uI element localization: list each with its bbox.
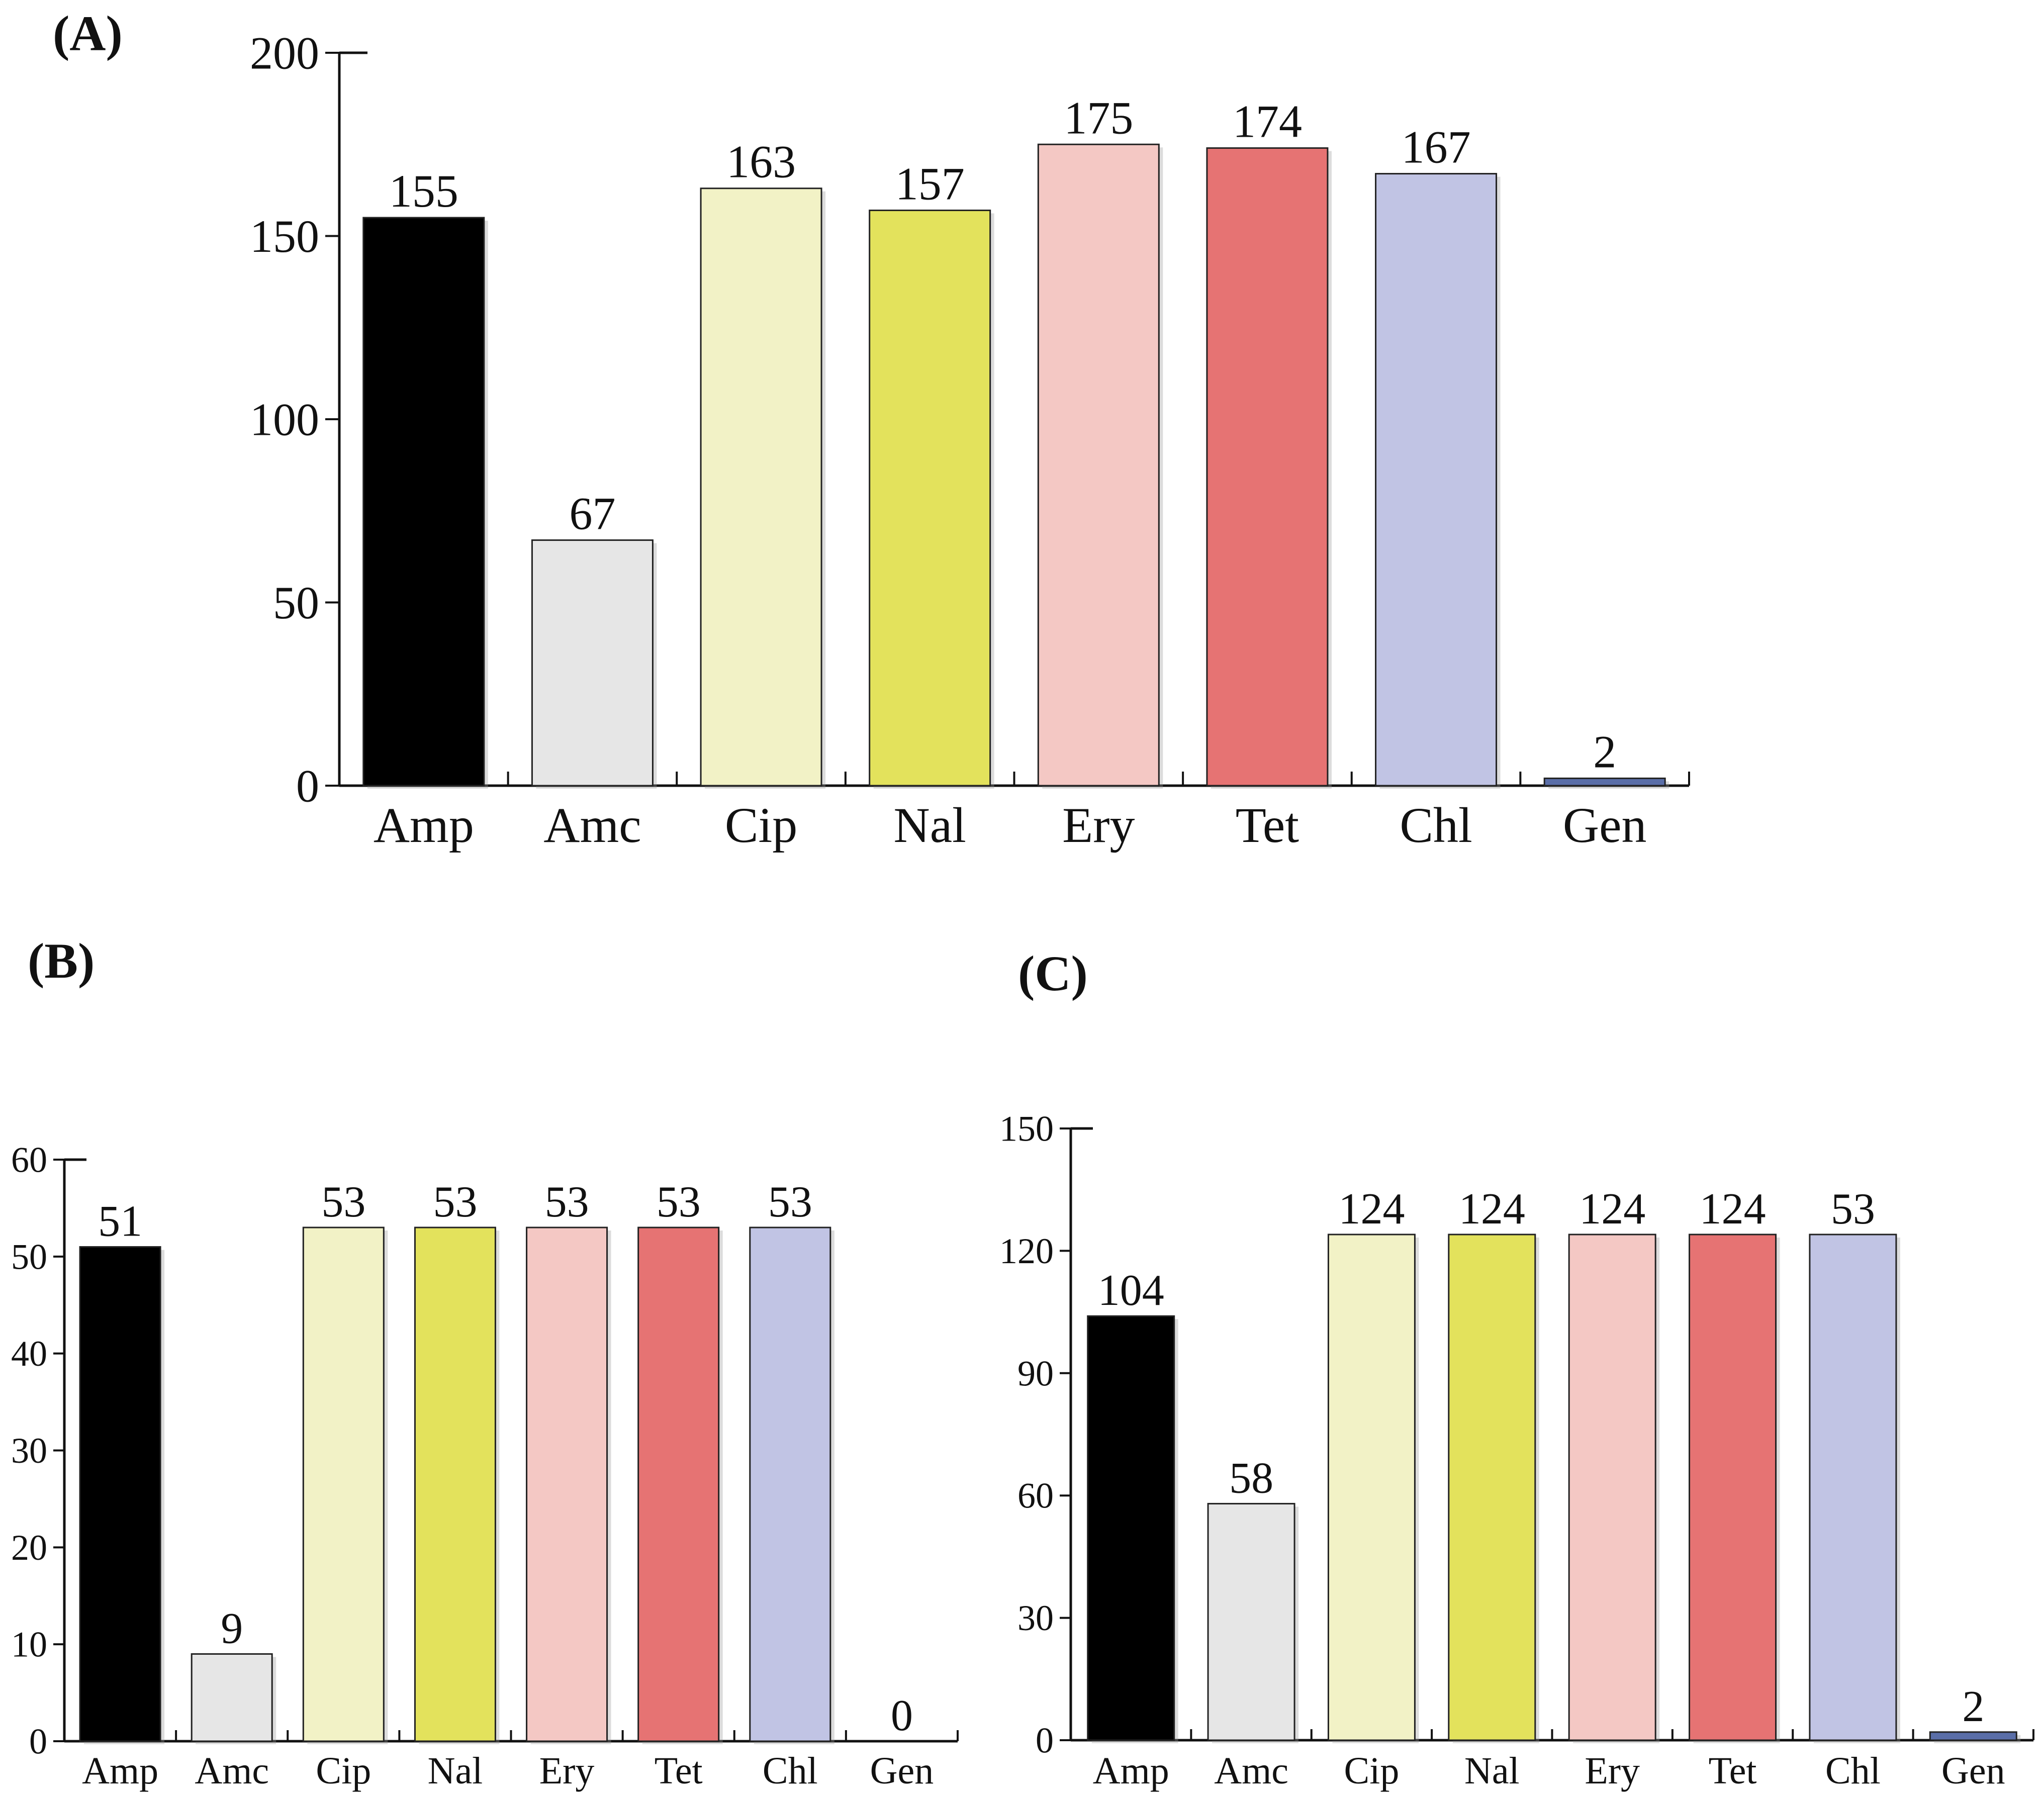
x-tick-label-tet: Tet: [1709, 1750, 1757, 1792]
x-tick-label-tet: Tet: [1236, 797, 1299, 853]
bar-ery: [1037, 143, 1160, 787]
data-label-gen: 2: [1593, 726, 1616, 777]
bar-gen: [1929, 1731, 2017, 1741]
x-tick-label-nal: Nal: [1464, 1750, 1520, 1792]
x-tick-label-amc: Amc: [195, 1750, 269, 1792]
y-tick-label: 20: [11, 1528, 47, 1568]
data-label-ery: 175: [1064, 92, 1133, 143]
bar-tet: [1689, 1234, 1777, 1741]
x-tick-label-amc: Amc: [1214, 1750, 1288, 1792]
chart-panel-b: (B) 0 10 20 30 40 50 60 51 Amp 9 Amc 53 Cip 53 Nal 53 Er…: [11, 933, 959, 1792]
bar-amc: [1207, 1502, 1295, 1741]
data-label-cip: 163: [726, 136, 796, 187]
bar-amp: [1087, 1315, 1175, 1741]
data-label-chl: 53: [1831, 1185, 1875, 1234]
x-tick-label-chl: Chl: [763, 1750, 818, 1792]
data-label-amc: 67: [569, 488, 615, 539]
x-tick-label-ery: Ery: [1585, 1750, 1640, 1792]
y-tick-label: 0: [29, 1721, 47, 1761]
y-tick-label: 120: [999, 1231, 1054, 1271]
x-tick-label-amp: Amp: [1093, 1750, 1169, 1792]
data-label-ery: 124: [1579, 1185, 1645, 1234]
y-tick-label: 60: [1017, 1476, 1054, 1516]
bar-ery: [1568, 1234, 1656, 1741]
x-tick-label-chl: Chl: [1825, 1750, 1881, 1792]
y-tick-label: 0: [1036, 1720, 1054, 1760]
x-tick-label-tet: Tet: [655, 1750, 703, 1792]
bar-cip: [302, 1226, 385, 1742]
y-tick-label: 60: [11, 1140, 47, 1180]
x-tick-label-cip: Cip: [1344, 1750, 1400, 1792]
y-tick-label: 100: [250, 394, 319, 445]
data-label-nal: 53: [433, 1178, 477, 1226]
data-label-cip: 124: [1338, 1185, 1405, 1234]
x-tick-label-cip: Cip: [725, 797, 797, 853]
panel-a-label: (A): [53, 6, 123, 61]
data-label-tet: 124: [1700, 1185, 1766, 1234]
x-tick-label-amp: Amp: [82, 1750, 158, 1792]
bar-amc: [531, 539, 654, 787]
x-tick-label-gen: Gen: [1563, 797, 1647, 853]
x-tick-label-ery: Ery: [1062, 797, 1135, 853]
bar-nal: [1448, 1234, 1536, 1741]
data-label-nal: 124: [1459, 1185, 1525, 1234]
data-label-cip: 53: [321, 1178, 365, 1226]
bar-amp: [79, 1246, 161, 1742]
bar-chl: [749, 1226, 831, 1742]
data-label-gen: 0: [891, 1691, 913, 1740]
data-label-ery: 53: [545, 1178, 589, 1226]
x-tick-label-cip: Cip: [316, 1750, 371, 1792]
panel-c-plot: 0 30 60 90 120 150 104 Amp 58 Amc 124 Cip 124 Nal 124 E…: [999, 1108, 2034, 1792]
bar-amc: [191, 1653, 273, 1742]
y-tick-label: 30: [1017, 1598, 1054, 1638]
panel-b-label: (B): [28, 933, 95, 989]
chart-panel-a: (A) 0 50 100 150 200 155 Amp 67 Amc 163 Cip 157 Nal 1…: [53, 6, 1690, 853]
chart-panel-c: (C) 0 30 60 90 120 150 104 Amp 58 Amc 124 Cip 124 Nal…: [999, 946, 2034, 1792]
y-tick-label: 30: [11, 1431, 47, 1471]
bar-chl: [1809, 1234, 1897, 1741]
bar-tet: [1206, 147, 1329, 787]
bar-nal: [414, 1226, 496, 1742]
data-label-chl: 167: [1402, 122, 1471, 173]
data-label-amc: 58: [1229, 1454, 1273, 1502]
data-label-amp: 104: [1098, 1266, 1164, 1315]
x-tick-label-amc: Amc: [543, 797, 641, 853]
y-tick-label: 10: [11, 1625, 47, 1665]
data-label-amp: 51: [98, 1197, 142, 1246]
y-tick-label: 50: [273, 577, 319, 628]
data-label-tet: 53: [657, 1178, 701, 1226]
y-tick-label: 50: [11, 1237, 47, 1277]
bar-nal: [869, 209, 991, 787]
bar-chl: [1375, 173, 1498, 787]
data-label-tet: 174: [1233, 96, 1302, 147]
x-tick-label-gen: Gen: [1941, 1750, 2005, 1792]
x-tick-label-ery: Ery: [539, 1750, 595, 1792]
x-tick-label-amp: Amp: [374, 797, 474, 853]
bar-cip: [1327, 1234, 1416, 1741]
bar-cip: [700, 187, 822, 787]
data-label-amp: 155: [389, 165, 458, 217]
y-tick-label: 0: [296, 760, 319, 811]
panel-a-plot: 0 50 100 150 200 155 Amp 67 Amc 163 Cip 157 Nal 175 Er…: [250, 27, 1690, 853]
panel-b-plot: 0 10 20 30 40 50 60 51 Amp 9 Amc 53 Cip 53 Nal 53 Ery 53 T…: [11, 1140, 959, 1792]
data-label-nal: 157: [895, 158, 965, 209]
bar-amp: [362, 217, 485, 787]
y-tick-label: 40: [11, 1334, 47, 1374]
y-tick-label: 90: [1017, 1353, 1054, 1393]
x-tick-label-chl: Chl: [1400, 797, 1472, 853]
x-tick-label-gen: Gen: [870, 1750, 934, 1792]
data-label-gen: 2: [1962, 1682, 1984, 1731]
bar-gen: [1543, 777, 1666, 787]
data-label-chl: 53: [768, 1178, 812, 1226]
panel-c-label: (C): [1018, 946, 1088, 1001]
data-label-amc: 9: [221, 1604, 243, 1653]
bar-tet: [637, 1226, 720, 1742]
bar-ery: [526, 1226, 608, 1742]
x-tick-label-nal: Nal: [893, 797, 966, 853]
y-tick-label: 150: [999, 1108, 1054, 1149]
y-tick-label: 200: [250, 27, 319, 78]
x-tick-label-nal: Nal: [428, 1750, 483, 1792]
y-tick-label: 150: [250, 211, 319, 262]
